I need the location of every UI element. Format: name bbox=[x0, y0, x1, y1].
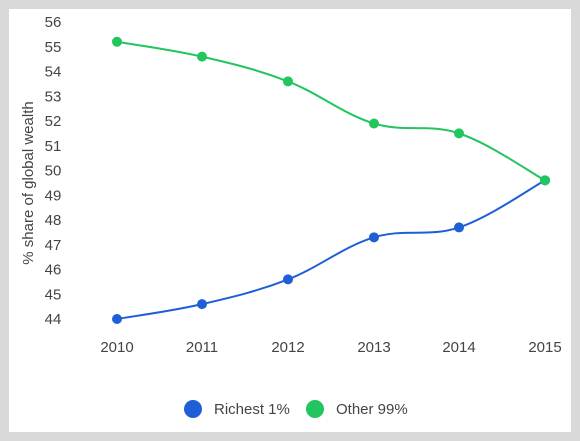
y-tick-label: 47 bbox=[45, 237, 62, 254]
x-tick-label: 2013 bbox=[357, 339, 390, 356]
chart-frame: 44 45 46 47 48 49 50 51 52 53 54 55 56 2010 2011 2012 2… bbox=[9, 9, 571, 432]
data-point bbox=[540, 175, 550, 186]
data-point bbox=[369, 232, 379, 243]
y-tick-label: 52 bbox=[45, 113, 62, 130]
series-line bbox=[116, 179, 546, 320]
x-tick-label: 2015 bbox=[528, 339, 561, 356]
x-tick-label: 2010 bbox=[100, 339, 133, 356]
data-point bbox=[369, 118, 379, 129]
y-tick-label: 49 bbox=[45, 187, 62, 204]
series-points bbox=[112, 36, 550, 324]
y-tick-label: 54 bbox=[45, 64, 62, 81]
y-axis-ticks: 44 45 46 47 48 49 50 51 52 53 54 55 56 bbox=[45, 14, 62, 328]
series-lines bbox=[116, 40, 546, 320]
data-point bbox=[454, 128, 464, 139]
x-axis-ticks: 2010 2011 2012 2013 2014 2015 bbox=[100, 339, 561, 356]
y-tick-label: 45 bbox=[45, 286, 62, 303]
legend-marker bbox=[184, 400, 202, 418]
x-tick-label: 2011 bbox=[186, 339, 218, 356]
data-point bbox=[283, 76, 293, 87]
legend: Richest 1% Other 99% bbox=[184, 400, 408, 418]
y-tick-label: 53 bbox=[45, 88, 62, 105]
y-tick-label: 51 bbox=[45, 138, 62, 155]
x-tick-label: 2014 bbox=[442, 339, 475, 356]
y-tick-label: 55 bbox=[45, 39, 62, 56]
legend-label: Richest 1% bbox=[214, 401, 290, 418]
data-point bbox=[283, 274, 293, 285]
data-point bbox=[454, 222, 464, 233]
y-axis-label: % share of global wealth bbox=[20, 101, 37, 264]
y-tick-label: 56 bbox=[45, 14, 62, 31]
series-line bbox=[116, 40, 546, 182]
x-tick-label: 2012 bbox=[271, 339, 304, 356]
y-tick-label: 46 bbox=[45, 262, 62, 279]
legend-marker bbox=[306, 400, 324, 418]
data-point bbox=[112, 36, 122, 47]
data-point bbox=[197, 51, 207, 62]
y-tick-label: 48 bbox=[45, 212, 62, 229]
legend-label: Other 99% bbox=[336, 401, 408, 418]
y-tick-label: 44 bbox=[45, 311, 62, 328]
y-tick-label: 50 bbox=[45, 163, 62, 180]
data-point bbox=[197, 299, 207, 310]
data-point bbox=[112, 314, 122, 324]
